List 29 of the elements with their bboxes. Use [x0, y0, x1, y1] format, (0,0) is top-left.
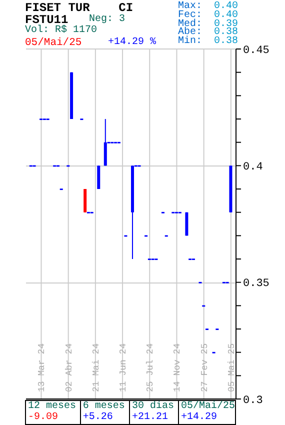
candlestick — [104, 118, 107, 166]
y-tick-label: 0.3 — [243, 394, 263, 407]
x-tick-label: 11 Jun 24 — [118, 343, 129, 392]
text: Neg: 3 — [89, 14, 126, 25]
text: Vol: R$ 1170 — [25, 25, 98, 37]
text: +5.26 — [82, 412, 114, 423]
text: 12 meses — [28, 401, 78, 412]
x-tick-label: 21 Mai 24 — [91, 343, 102, 392]
chart-title: FISET TUR CI — [25, 1, 134, 15]
x-tick-label: 02 Abr 24 — [64, 343, 74, 392]
x-tick-label: 27 Fev 25 — [200, 343, 210, 392]
candlestick — [84, 188, 87, 213]
text: +21.21 — [132, 412, 169, 423]
text: +14.29 — [181, 412, 218, 423]
x-tick-label: 25 Jul 24 — [146, 343, 156, 392]
y-tick-label: 0.4 — [243, 162, 264, 174]
annotation: 05/Mai/25 — [25, 37, 82, 49]
text: Min: 0.38 — [178, 36, 238, 48]
text: 05/Mai/25 — [181, 401, 236, 412]
text: +14.29 % — [108, 37, 156, 49]
text: 30 dias — [132, 401, 175, 412]
y-tick-label: 0.45 — [243, 44, 270, 57]
x-tick-label: 05 Mai 25 — [226, 343, 237, 392]
candlestick — [97, 165, 100, 190]
x-tick-label: 14 Nov 24 — [172, 343, 183, 392]
x-tick-label: 13 Mar 24 — [37, 343, 48, 392]
text: 6 meses — [82, 401, 126, 412]
text: -9.09 — [28, 412, 60, 423]
y-tick-label: 0.35 — [243, 278, 270, 290]
